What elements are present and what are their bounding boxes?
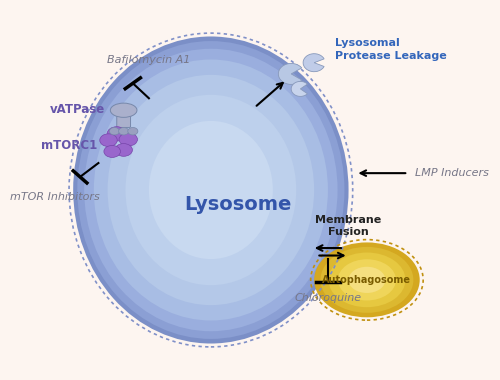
Ellipse shape	[94, 60, 328, 320]
Text: Bafilomycin A1: Bafilomycin A1	[107, 55, 190, 65]
Ellipse shape	[118, 127, 128, 135]
Wedge shape	[278, 63, 301, 84]
Ellipse shape	[108, 75, 314, 305]
Ellipse shape	[348, 267, 386, 293]
Text: Lysosome: Lysosome	[184, 195, 292, 214]
Ellipse shape	[78, 41, 344, 339]
Text: Autophagosome: Autophagosome	[322, 275, 412, 285]
Ellipse shape	[107, 127, 126, 141]
Text: Lysosomal
Protease Leakage: Lysosomal Protease Leakage	[335, 38, 446, 61]
Ellipse shape	[320, 247, 414, 313]
Ellipse shape	[314, 242, 420, 317]
Ellipse shape	[110, 127, 120, 135]
Ellipse shape	[149, 121, 273, 259]
Ellipse shape	[115, 144, 132, 156]
Ellipse shape	[338, 259, 396, 301]
Ellipse shape	[110, 103, 137, 117]
Wedge shape	[303, 54, 324, 72]
Ellipse shape	[73, 36, 348, 344]
Text: Membrane
Fusion: Membrane Fusion	[316, 215, 382, 237]
Ellipse shape	[128, 127, 138, 135]
Text: Chloroquine: Chloroquine	[294, 293, 362, 303]
Ellipse shape	[100, 134, 117, 147]
Text: mTORC1: mTORC1	[41, 139, 98, 152]
Ellipse shape	[119, 133, 138, 146]
Text: vATPase: vATPase	[50, 103, 106, 116]
Ellipse shape	[84, 49, 338, 331]
Text: mTOR Inhibitors: mTOR Inhibitors	[10, 192, 100, 202]
Ellipse shape	[104, 146, 120, 157]
Ellipse shape	[328, 253, 406, 307]
Ellipse shape	[126, 95, 296, 285]
FancyBboxPatch shape	[117, 109, 130, 127]
Wedge shape	[291, 81, 308, 97]
Text: LMP Inducers: LMP Inducers	[415, 168, 489, 178]
